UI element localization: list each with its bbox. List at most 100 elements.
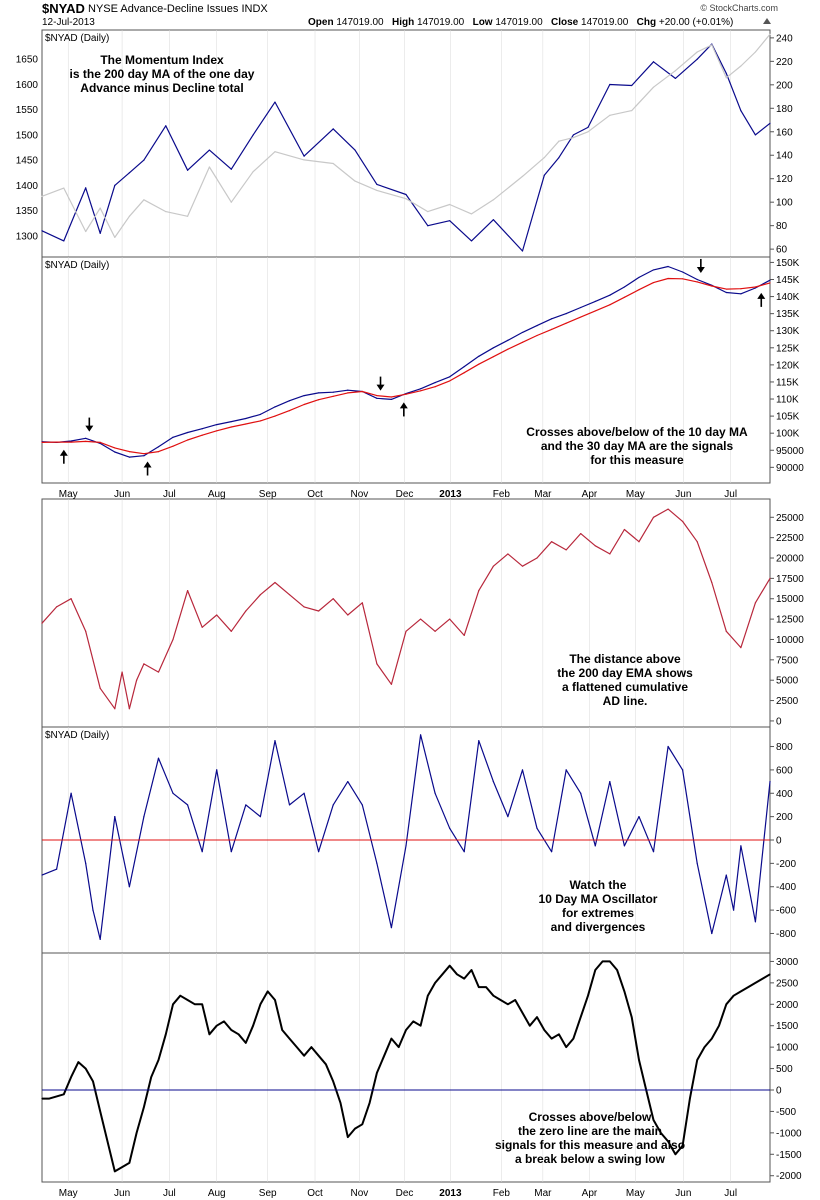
description-text: NYSE Advance-Decline Issues [88, 3, 239, 15]
data-point [143, 453, 145, 455]
data-point [674, 77, 676, 80]
data-point [172, 792, 174, 794]
data-point [274, 999, 276, 1001]
data-point [507, 1003, 509, 1005]
y-tick-label: -500 [776, 1107, 796, 1118]
data-point [740, 647, 742, 649]
y-tick-label: 120K [776, 360, 800, 371]
data-point [85, 630, 87, 632]
data-point [492, 565, 494, 567]
data-point [478, 363, 480, 365]
data-point [521, 565, 524, 567]
y-tick-label-left: 1550 [16, 105, 39, 116]
up-triangle-icon [763, 18, 771, 24]
data-point [85, 440, 87, 442]
data-point [63, 240, 65, 242]
data-point [711, 1037, 713, 1040]
data-point [157, 446, 160, 448]
data-point [412, 1020, 414, 1023]
data-point [274, 101, 276, 103]
annotation-text: Watch the [570, 878, 627, 892]
data-point [361, 602, 363, 604]
data-point [303, 155, 305, 157]
data-point [201, 428, 203, 430]
data-point [580, 1016, 582, 1018]
y-tick-label: 20000 [776, 554, 804, 565]
y-tick-label-left: 1300 [16, 231, 39, 242]
data-point [405, 1029, 407, 1031]
y-tick-label: 100 [776, 198, 793, 209]
data-point [725, 72, 727, 74]
data-point [478, 986, 480, 988]
data-point [390, 927, 393, 929]
x-tick-label: Mar [534, 489, 552, 500]
data-point [172, 436, 174, 438]
x-axis-labels-2: May Jun Jul Aug Sep Oct Nov Dec 2013 Feb Mar Apr May… [59, 1188, 737, 1199]
data-point [623, 528, 626, 531]
data-point [99, 687, 101, 689]
data-point [492, 199, 494, 201]
y-tick-label: -2000 [776, 1171, 802, 1182]
data-point [114, 708, 116, 710]
data-point [565, 549, 567, 551]
data-point [754, 287, 757, 289]
data-point [114, 1170, 116, 1173]
data-point [128, 451, 130, 453]
y-tick-label: 600 [776, 765, 793, 776]
data-point [652, 1119, 655, 1121]
data-point [376, 862, 378, 864]
data-point [667, 277, 669, 280]
panel-title: $NYAD (Daily) [45, 260, 109, 271]
data-point [106, 1140, 109, 1143]
data-point [121, 671, 123, 673]
x-tick-label: 2013 [439, 1188, 462, 1199]
data-point [172, 638, 174, 641]
x-tick-label: Jul [163, 1188, 176, 1199]
x-tick-label: Feb [493, 1188, 511, 1199]
annotation-text: 10 Day MA Oscillator [539, 892, 658, 906]
data-point [252, 171, 254, 173]
data-point [754, 921, 757, 923]
data-point [332, 162, 334, 165]
data-point [733, 909, 735, 911]
data-point [230, 851, 232, 853]
data-point [259, 816, 261, 818]
x-tick-label: Dec [396, 489, 414, 500]
data-point [419, 734, 422, 736]
data-point [41, 195, 43, 197]
data-point [150, 1076, 152, 1078]
data-point [711, 44, 713, 46]
data-point [587, 131, 589, 133]
data-point [769, 282, 771, 284]
data-point [55, 1095, 58, 1098]
data-point [558, 1033, 560, 1035]
data-point [769, 279, 771, 281]
data-point [733, 995, 735, 997]
data-point [114, 447, 116, 449]
x-tick-label: Mar [534, 1188, 552, 1199]
data-point [70, 441, 72, 443]
data-point [449, 380, 451, 382]
data-point [580, 316, 582, 318]
data-point [187, 431, 189, 434]
data-point [347, 392, 349, 394]
data-point [652, 851, 655, 853]
data-point [747, 986, 749, 988]
data-point [70, 1076, 72, 1078]
down-arrow-icon [85, 417, 94, 432]
annotation-text: The Momentum Index [100, 53, 224, 67]
annotation-text: the 200 day EMA shows [557, 666, 693, 680]
data-point [507, 348, 509, 350]
data-point [208, 166, 211, 168]
data-point [769, 780, 771, 783]
data-point [288, 400, 291, 402]
data-point [652, 86, 655, 88]
data-point [740, 288, 742, 290]
data-point [609, 304, 611, 306]
data-point [667, 1140, 669, 1143]
data-point [63, 1093, 65, 1095]
up-arrow-icon [59, 449, 68, 464]
data-point [354, 1127, 356, 1130]
data-point [725, 1003, 727, 1005]
data-point [449, 827, 451, 829]
